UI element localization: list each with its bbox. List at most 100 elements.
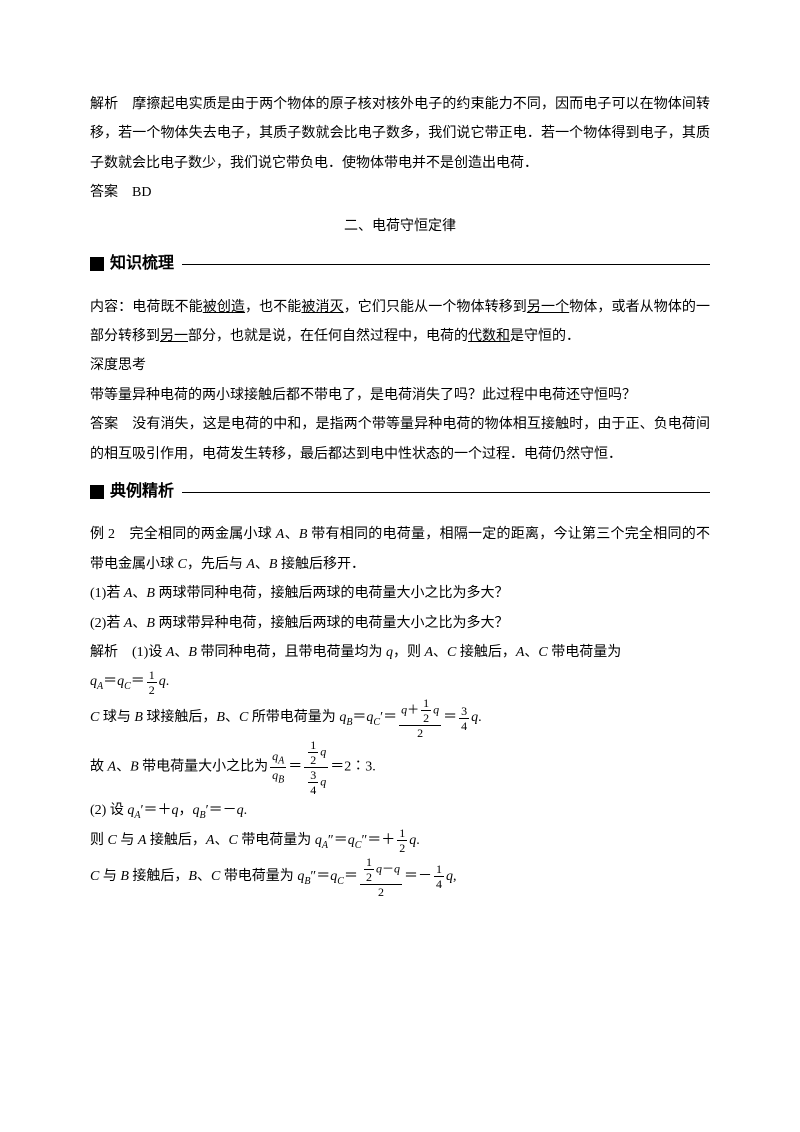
sym-A: A — [246, 557, 255, 572]
deep-think-question: 带等量异种电荷的两小球接触后都不带电了，是电荷消失了吗？此过程中电荷还守恒吗？ — [90, 381, 710, 410]
den: 4 — [459, 718, 469, 732]
text: ＝－ — [404, 869, 432, 884]
text: 带电荷量为 — [548, 645, 622, 660]
sym-q: q — [386, 645, 393, 660]
den: 2 — [147, 682, 157, 696]
num: 12q — [304, 739, 328, 767]
kv-u4: 另一 — [160, 329, 188, 344]
text: 与 — [117, 833, 138, 848]
sym-B: B — [188, 645, 197, 660]
text: 两球带异种电荷，接触后两球的电荷量大小之比为多大？ — [155, 616, 509, 631]
den: 34q — [304, 767, 328, 796]
text: ′＝－ — [206, 803, 237, 818]
text: 带同种电荷，且带电荷量均为 — [197, 645, 386, 660]
text: 球与 — [99, 710, 134, 725]
sym-q: q — [446, 869, 453, 884]
text: 、 — [433, 645, 447, 660]
sym-C: C — [90, 869, 99, 884]
text: ″＝ — [310, 869, 330, 884]
sym-C: C — [178, 557, 187, 572]
sym-C: C — [108, 833, 117, 848]
den: 4 — [434, 876, 444, 890]
example2-sol1: 解析 (1)设 A、B 带同种电荷，且带电荷量均为 q，则 A、C 接触后，A、… — [90, 638, 710, 667]
deep-think-answer: 答案 没有消失，这是电荷的中和，是指两个带等量异种电荷的物体相互接触时，由于正、… — [90, 410, 710, 469]
text: 故 — [90, 760, 108, 775]
sym-B: B — [130, 760, 139, 775]
text: ″＝ — [328, 833, 348, 848]
text: ＝2∶3. — [330, 760, 376, 775]
num: qA — [270, 750, 286, 767]
text: 、 — [524, 645, 538, 660]
text: 则 — [90, 833, 108, 848]
example2-q2: (2)若 A、B 两球带异种电荷，接触后两球的电荷量大小之比为多大？ — [90, 609, 710, 638]
sym-q: q — [348, 833, 355, 848]
sym-C: C — [239, 710, 248, 725]
sym-C: C — [211, 869, 220, 884]
num: 3 — [459, 705, 469, 718]
text: 两球带同种电荷，接触后两球的电荷量大小之比为多大？ — [155, 586, 509, 601]
text: . — [244, 803, 248, 818]
num: 1 — [434, 863, 444, 876]
equation-qa-qc: qA＝qC＝12q. — [90, 667, 710, 697]
knowledge-content: 内容：电荷既不能被创造，也不能被消灭，它们只能从一个物体转移到另一个物体，或者从… — [90, 293, 710, 352]
kv-text: ，也不能 — [245, 300, 301, 315]
text: ，则 — [393, 645, 425, 660]
ribbon-examples: 典例精析 — [90, 475, 710, 509]
text: (2) 设 — [90, 803, 127, 818]
section-title-2: 二、电荷守恒定律 — [90, 212, 710, 241]
kv-u3: 另一个 — [527, 300, 569, 315]
sym-q: q — [315, 833, 322, 848]
period: . — [166, 674, 170, 689]
period: . — [478, 710, 482, 725]
text: ，先后与 — [187, 557, 247, 572]
den: qB — [270, 767, 286, 785]
kv-u5: 代数和 — [468, 329, 510, 344]
text: 接触后， — [456, 645, 516, 660]
sym-B: B — [146, 586, 155, 601]
kv-text: 是守恒的． — [510, 329, 580, 344]
frac-qaqb: qAqB — [270, 750, 286, 786]
text: 、 — [132, 616, 146, 631]
example2-stem: 例 2 完全相同的两金属小球 A、B 带有相同的电荷量，相隔一定的距离，今让第三… — [90, 520, 710, 579]
text: 接触后移开． — [277, 557, 365, 572]
square-icon — [90, 485, 104, 499]
sym-C: C — [228, 833, 237, 848]
sym-B: B — [188, 869, 197, 884]
text: 球接触后， — [143, 710, 217, 725]
sym-C: C — [90, 710, 99, 725]
text: 解析 (1)设 — [90, 645, 166, 660]
den: 2 — [399, 725, 441, 739]
text: 与 — [99, 869, 120, 884]
equation-qb-qc: C 球与 B 球接触后，B、C 所带电荷量为 qB＝qC′＝q＋12q2＝34q… — [90, 697, 710, 739]
text: 、 — [132, 586, 146, 601]
sym-B: B — [146, 616, 155, 631]
text: 带电荷量为 — [238, 833, 315, 848]
frac-big: q＋12q2 — [399, 697, 441, 739]
text: ′＝＋ — [140, 803, 171, 818]
sub-C: C — [337, 876, 344, 887]
sym-A: A — [108, 760, 117, 775]
kv-text: 部分，也就是说，在任何自然过程中，电荷的 — [188, 329, 468, 344]
sub-B: B — [346, 717, 352, 728]
text: 、 — [116, 760, 130, 775]
sym-q: q — [172, 803, 179, 818]
text: ， — [179, 803, 193, 818]
text: 接触后， — [146, 833, 206, 848]
example2-q1: (1)若 A、B 两球带同种电荷，接触后两球的电荷量大小之比为多大？ — [90, 579, 710, 608]
num: q＋12q — [399, 697, 441, 725]
frac-halfq-34q: 12q34q — [304, 739, 328, 796]
num: 1 — [397, 827, 407, 840]
kv-u1: 被创造 — [203, 300, 245, 315]
period: . — [416, 833, 420, 848]
sym-A: A — [424, 645, 433, 660]
text: 、 — [214, 833, 228, 848]
frac-big2: 12q－q2 — [360, 856, 402, 898]
frac-half: 12 — [397, 827, 407, 854]
text: 所带电荷量为 — [248, 710, 339, 725]
text: (2)若 — [90, 616, 124, 631]
frac-14: 14 — [434, 863, 444, 890]
kv-text: ，它们只能从一个物体转移到 — [344, 300, 527, 315]
sub-A: A — [97, 681, 103, 692]
sym-q: q — [237, 803, 244, 818]
frac-34: 34 — [459, 705, 469, 732]
